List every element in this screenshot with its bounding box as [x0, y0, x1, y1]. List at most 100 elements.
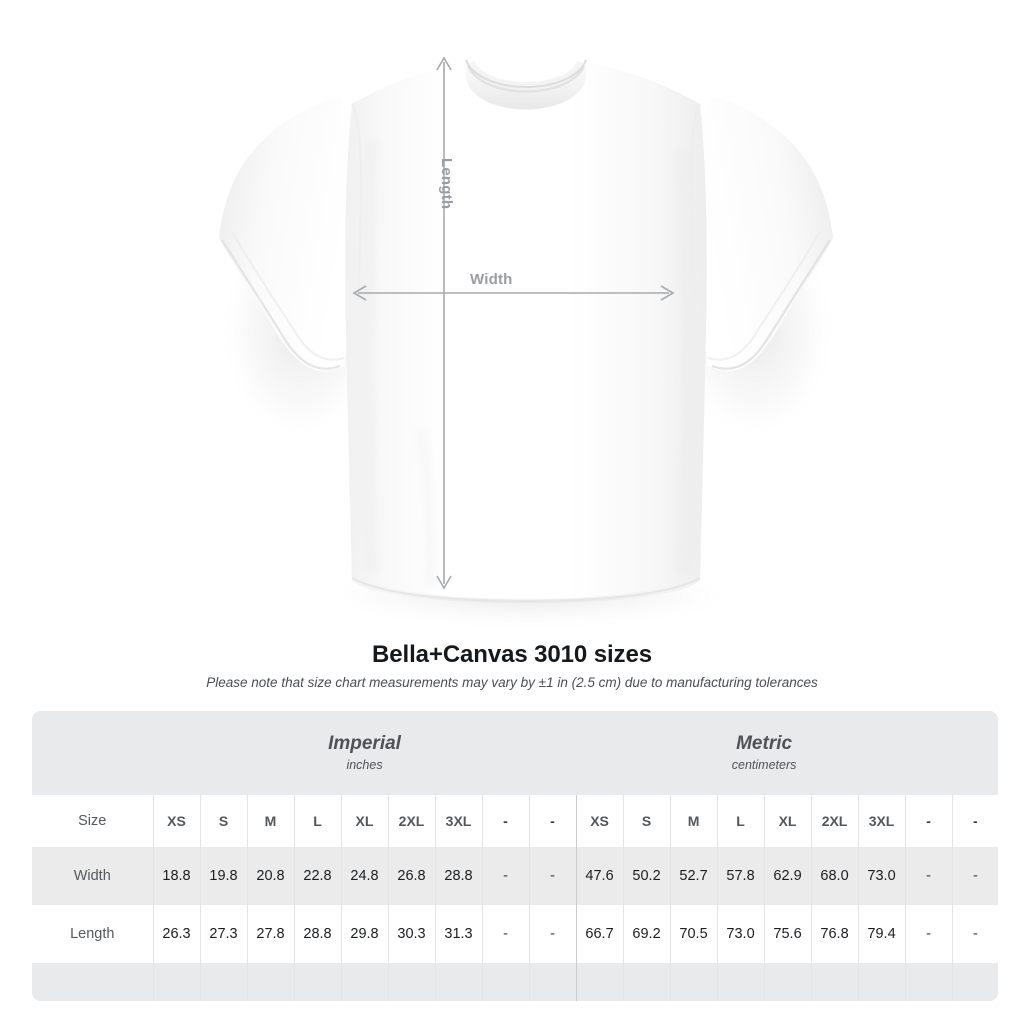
size-cell-3xl-imperial: 3XL	[434, 795, 482, 847]
width-cell-xl-imperial: 24.8	[340, 847, 388, 905]
length-cell-empty-2: -	[528, 905, 577, 963]
table-footer-cell	[763, 963, 812, 1001]
length-cell-3xl-imperial: 31.3	[434, 905, 482, 963]
length-row: Length 26.3 27.3 27.8 28.8 29.8 30.3 31.…	[32, 905, 999, 963]
table-footer-cell	[293, 963, 341, 1001]
length-cell-m-imperial: 27.8	[246, 905, 294, 963]
size-chart-table: Imperial inches Metric centimeters Size …	[32, 711, 999, 1001]
length-cell-s-imperial: 27.3	[199, 905, 247, 963]
length-cell-2xl-metric: 76.8	[810, 905, 859, 963]
length-cell-2xl-imperial: 30.3	[387, 905, 435, 963]
length-cell-3xl-metric: 79.4	[857, 905, 906, 963]
length-cell-s-metric: 69.2	[622, 905, 671, 963]
tshirt-left-sleeve-hem-inner	[231, 231, 345, 361]
size-cell-xl-metric: XL	[763, 795, 812, 847]
tshirt-bottom-hem	[352, 574, 700, 603]
length-cell-l-imperial: 28.8	[293, 905, 341, 963]
tshirt-body	[345, 62, 707, 602]
size-cell-empty-4: -	[951, 795, 999, 847]
tolerance-note: Please note that size chart measurements…	[206, 675, 818, 690]
width-cell-m-imperial: 20.8	[246, 847, 294, 905]
size-cell-xs-metric: XS	[575, 795, 624, 847]
table-footer-cell	[434, 963, 482, 1001]
width-cell-3xl-imperial: 28.8	[434, 847, 482, 905]
table-footer-cell	[951, 963, 999, 1001]
length-cell-xs-imperial: 26.3	[152, 905, 200, 963]
width-row: Width 18.8 19.8 20.8 22.8 24.8 26.8 28.8…	[32, 847, 999, 905]
size-cell-xs-imperial: XS	[152, 795, 200, 847]
metric-unit-header: Metric centimeters	[576, 711, 953, 795]
size-chart-table-container: Imperial inches Metric centimeters Size …	[32, 711, 999, 1001]
length-row-label: Length	[32, 905, 153, 963]
width-cell-empty-1: -	[481, 847, 529, 905]
length-cell-empty-3: -	[904, 905, 953, 963]
length-cell-empty-1: -	[481, 905, 529, 963]
table-footer-cell	[528, 963, 577, 1001]
size-cell-s-metric: S	[622, 795, 671, 847]
tshirt-collar-inner-shadow	[469, 60, 583, 87]
width-cell-m-metric: 52.7	[669, 847, 718, 905]
table-footer-cell	[340, 963, 388, 1001]
length-cell-m-metric: 70.5	[669, 905, 718, 963]
length-cell-empty-4: -	[951, 905, 999, 963]
width-cell-l-metric: 57.8	[716, 847, 765, 905]
size-cell-m-imperial: M	[246, 795, 294, 847]
length-cell-xs-metric: 66.7	[575, 905, 624, 963]
length-measure-label: Length	[438, 158, 455, 210]
tshirt-right-sleeve-hem-inner	[707, 231, 821, 361]
size-cell-m-metric: M	[669, 795, 718, 847]
width-cell-2xl-metric: 68.0	[810, 847, 859, 905]
width-cell-empty-2: -	[528, 847, 577, 905]
length-measure-line	[436, 56, 452, 590]
tshirt-bottom-hem-line	[351, 577, 701, 603]
width-row-label: Width	[32, 847, 153, 905]
width-cell-3xl-metric: 73.0	[857, 847, 906, 905]
width-cell-2xl-imperial: 26.8	[387, 847, 435, 905]
width-measure-line	[352, 285, 675, 301]
table-footer-cell	[810, 963, 859, 1001]
width-cell-xl-metric: 62.9	[763, 847, 812, 905]
size-row: Size XS S M L XL 2XL 3XL - - XS S M L XL…	[32, 795, 999, 847]
tshirt-right-shoulder-seam	[689, 103, 702, 301]
size-row-label: Size	[32, 795, 153, 847]
tshirt-neckline	[465, 59, 587, 88]
unit-header-trailing-spacer	[952, 711, 999, 795]
unit-header-row: Imperial inches Metric centimeters	[32, 711, 999, 795]
table-footer-cell	[152, 963, 200, 1001]
product-image: Length Width	[219, 56, 835, 623]
width-cell-s-metric: 50.2	[622, 847, 671, 905]
table-footer-label-cell	[32, 963, 153, 1001]
table-footer-cell	[575, 963, 624, 1001]
page-title: Bella+Canvas 3010 sizes	[372, 641, 652, 668]
tshirt-fold-shading	[360, 139, 697, 587]
table-footer-row	[32, 963, 999, 1001]
width-cell-l-imperial: 22.8	[293, 847, 341, 905]
width-cell-s-imperial: 19.8	[199, 847, 247, 905]
table-footer-cell	[246, 963, 294, 1001]
size-cell-empty-2: -	[528, 795, 577, 847]
size-cell-l-imperial: L	[293, 795, 341, 847]
tshirt-right-sleeve-hem	[711, 239, 831, 370]
metric-label: Metric	[736, 732, 793, 754]
tshirt-left-shoulder-seam	[350, 103, 363, 301]
size-cell-s-imperial: S	[199, 795, 247, 847]
size-cell-2xl-metric: 2XL	[810, 795, 859, 847]
size-cell-empty-1: -	[481, 795, 529, 847]
length-cell-xl-metric: 75.6	[763, 905, 812, 963]
tshirt-left-sleeve-hem	[221, 239, 341, 370]
table-footer-cell	[481, 963, 529, 1001]
size-cell-xl-imperial: XL	[340, 795, 388, 847]
table-footer-cell	[669, 963, 718, 1001]
tshirt-illustration	[219, 56, 835, 623]
width-cell-empty-3: -	[904, 847, 953, 905]
tshirt-left-sleeve	[219, 96, 354, 371]
imperial-sublabel: inches	[346, 757, 383, 772]
size-cell-3xl-metric: 3XL	[857, 795, 906, 847]
imperial-unit-header: Imperial inches	[153, 711, 577, 795]
tshirt-collar-outer	[465, 60, 587, 110]
imperial-label: Imperial	[328, 732, 401, 754]
table-footer-cell	[387, 963, 435, 1001]
tshirt-collar-rib	[466, 65, 586, 93]
size-cell-l-metric: L	[716, 795, 765, 847]
table-footer-cell	[716, 963, 765, 1001]
